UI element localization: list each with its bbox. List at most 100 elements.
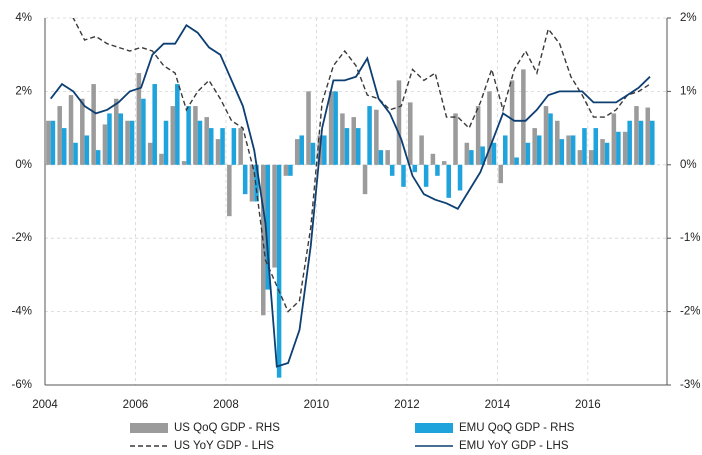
bar	[514, 157, 519, 165]
bar	[593, 128, 599, 165]
bar	[306, 91, 311, 165]
bar	[401, 164, 406, 187]
bar	[408, 102, 413, 165]
bar	[491, 142, 497, 165]
bar	[430, 153, 436, 165]
x-tick-label: 2008	[213, 399, 239, 411]
bar	[611, 113, 617, 165]
bar	[147, 142, 153, 165]
bar	[548, 113, 553, 165]
bar	[125, 120, 130, 165]
legend-swatch	[415, 423, 453, 433]
line	[49, 24, 651, 368]
bar	[536, 135, 542, 165]
bar	[600, 139, 605, 165]
bar	[570, 135, 576, 165]
bar	[220, 128, 225, 165]
bar	[577, 150, 583, 165]
bar	[582, 128, 587, 165]
bar	[480, 146, 485, 165]
bar	[412, 164, 418, 173]
bar	[249, 164, 255, 202]
bar	[396, 80, 402, 165]
bar	[498, 164, 504, 184]
bar	[46, 120, 51, 165]
line	[72, 18, 651, 313]
bar	[170, 106, 176, 165]
bar	[441, 161, 447, 165]
y-tick-label: 2%	[15, 85, 32, 97]
bar	[322, 135, 327, 165]
bar	[107, 113, 112, 165]
bar	[208, 128, 214, 165]
x-tick-label: 2006	[123, 399, 149, 411]
y2-tick-label: -3%	[680, 379, 700, 391]
bar	[464, 142, 470, 165]
bar	[283, 164, 289, 176]
bar	[50, 120, 56, 165]
x-tick-label: 2016	[575, 399, 601, 411]
bar	[634, 106, 639, 165]
y2-tick-label: 0%	[680, 159, 697, 171]
bar	[475, 106, 481, 165]
bar	[227, 164, 232, 217]
bar	[152, 84, 157, 165]
bar	[288, 164, 293, 176]
bar	[487, 91, 492, 165]
bar	[503, 135, 508, 165]
x-tick-label: 2014	[485, 399, 511, 411]
bar	[559, 139, 565, 165]
bar	[163, 120, 169, 165]
bar	[231, 128, 237, 165]
bar	[175, 84, 180, 165]
bar	[197, 120, 203, 165]
bar	[566, 135, 571, 165]
bar	[294, 139, 300, 165]
bar	[453, 113, 458, 165]
bar	[378, 150, 384, 165]
bar	[374, 109, 379, 165]
bar	[68, 95, 74, 165]
y-tick-label: -4%	[12, 306, 32, 318]
bar	[469, 150, 474, 165]
x-tick-label: 2012	[394, 399, 420, 411]
x-tick-label: 2004	[32, 399, 58, 411]
bar	[616, 131, 621, 165]
bar	[242, 164, 248, 195]
legend-label: US QoQ GDP - RHS	[174, 422, 280, 434]
bar	[159, 153, 164, 165]
bar	[299, 135, 304, 165]
bar	[351, 117, 356, 165]
bar	[310, 142, 316, 165]
bar	[389, 164, 395, 176]
bar	[509, 80, 515, 165]
bar	[645, 107, 651, 165]
bar	[113, 98, 119, 165]
bar	[57, 106, 62, 165]
bar	[276, 164, 282, 378]
y-tick-label: -6%	[12, 379, 32, 391]
bar	[102, 124, 108, 165]
bar	[627, 120, 632, 165]
bar	[532, 128, 537, 165]
bar	[61, 128, 67, 165]
bar	[181, 161, 187, 165]
legend-label: EMU YoY GDP - LHS	[459, 440, 569, 452]
bar	[435, 164, 440, 176]
bar	[340, 113, 345, 165]
bar	[265, 164, 271, 290]
bar	[73, 142, 78, 165]
bar	[521, 69, 526, 165]
bar	[204, 117, 209, 165]
bar	[129, 120, 135, 165]
bar	[604, 142, 610, 165]
bar	[650, 120, 655, 165]
bar	[362, 164, 368, 195]
x-tick-label: 2010	[304, 399, 330, 411]
bar	[193, 106, 198, 165]
bar	[238, 128, 243, 165]
bar	[457, 164, 463, 191]
y2-tick-label: 2%	[680, 12, 697, 24]
y2-tick-label: -2%	[680, 306, 700, 318]
bar	[118, 113, 124, 165]
